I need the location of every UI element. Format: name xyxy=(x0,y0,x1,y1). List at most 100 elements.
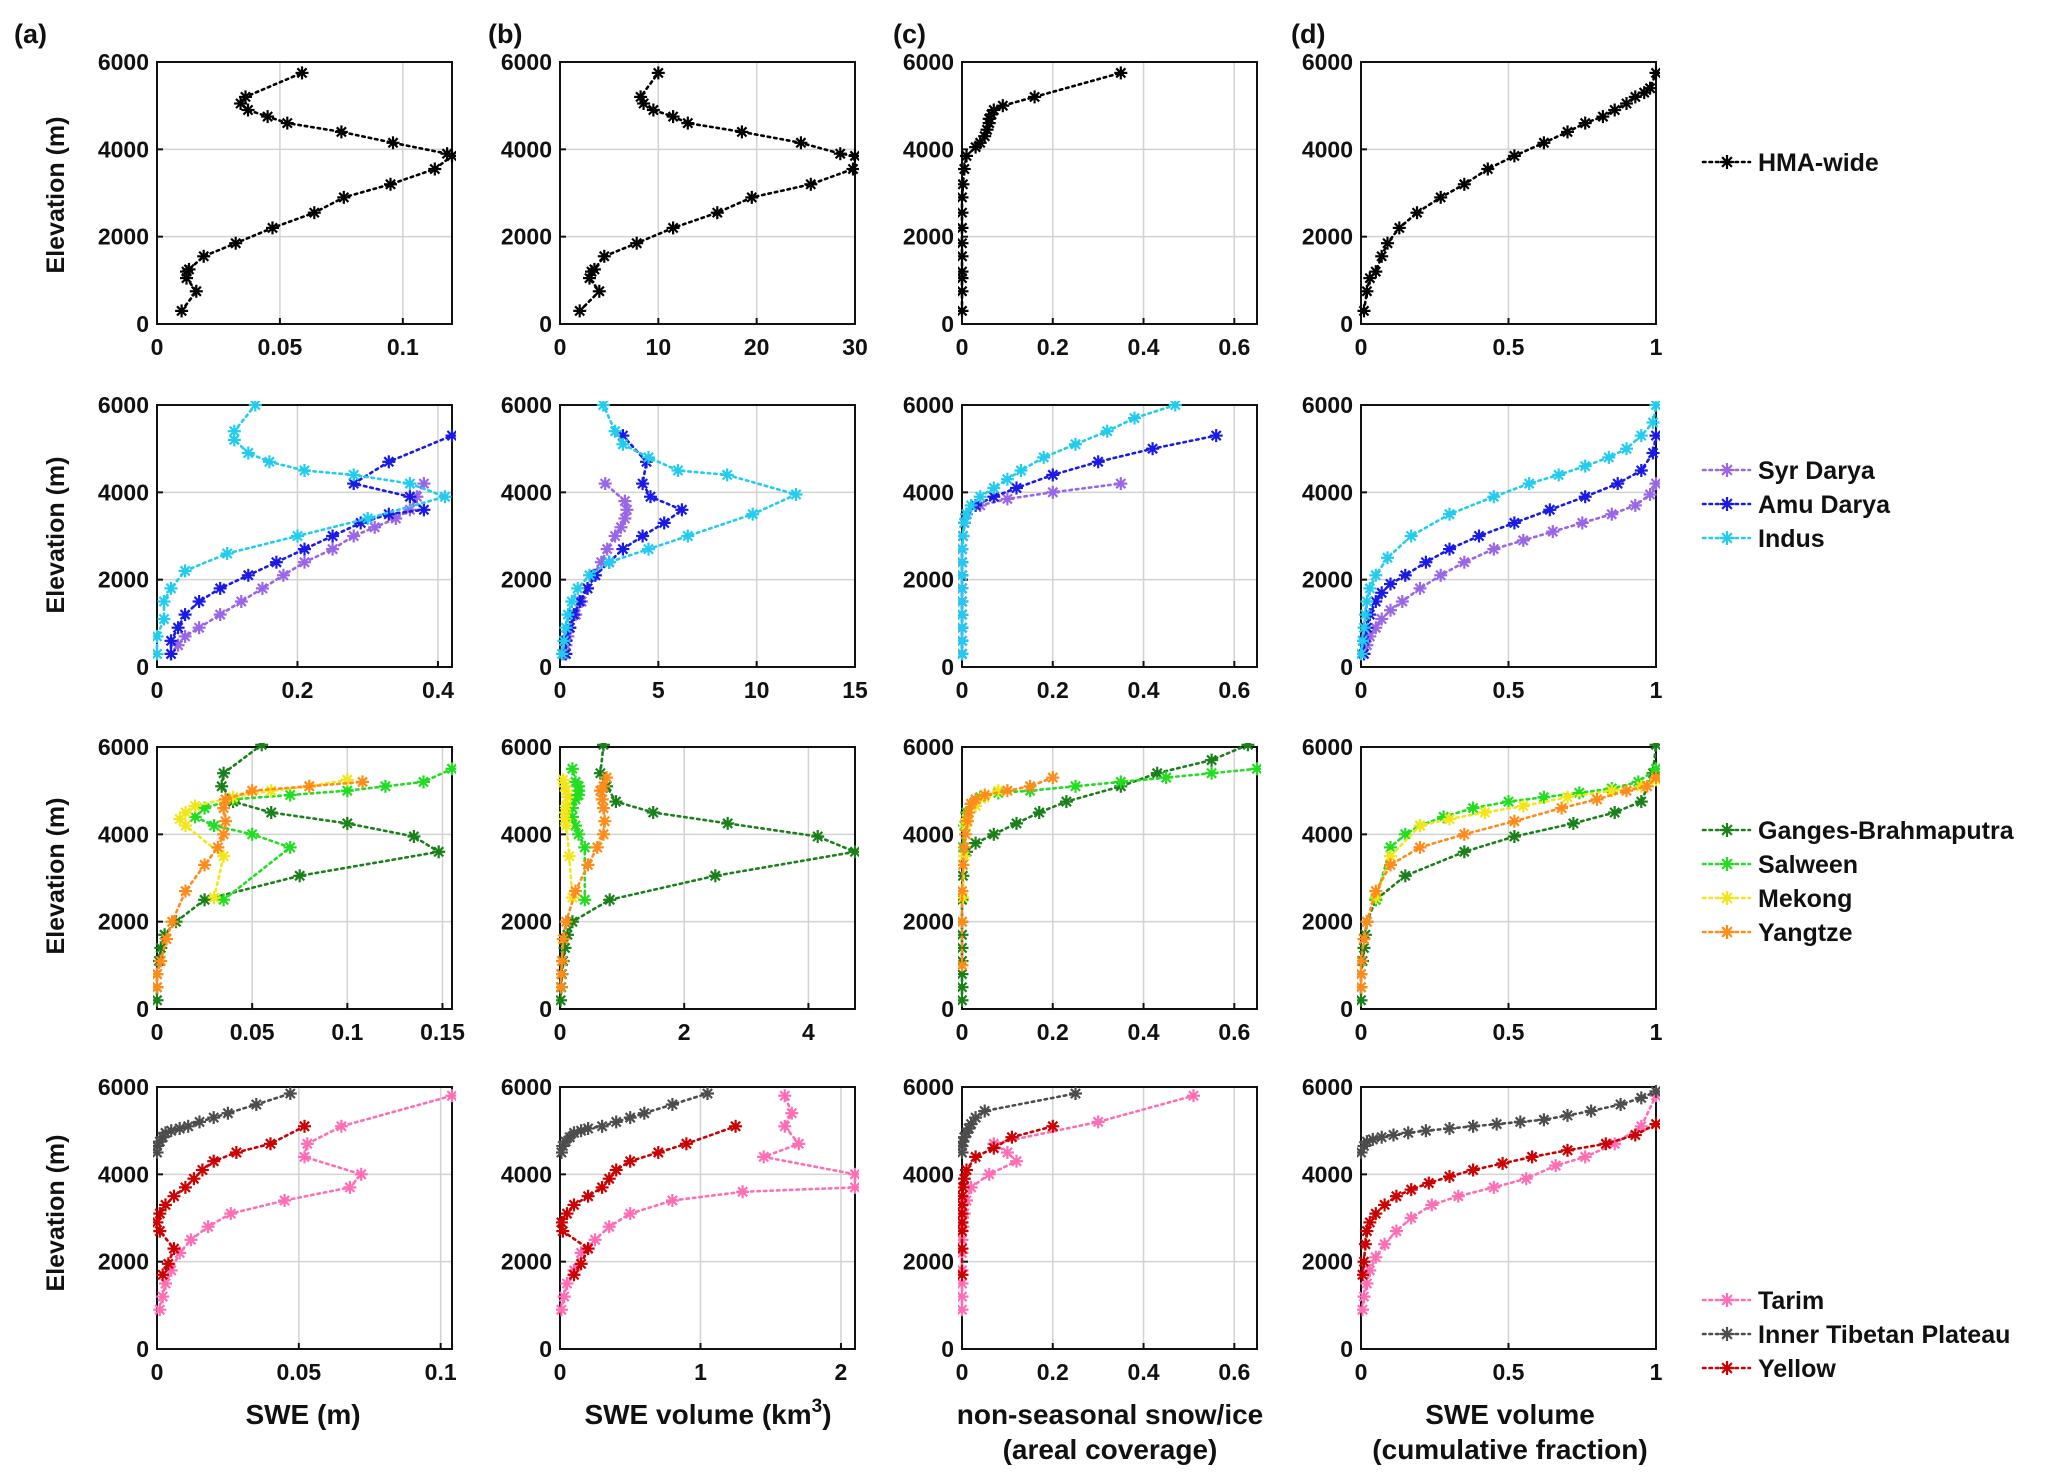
data-point-hma-wide xyxy=(182,262,196,276)
x-tick-label: 0 xyxy=(151,1359,164,1385)
data-point-indus xyxy=(1522,477,1536,491)
data-point-amu-darya xyxy=(178,608,192,622)
y-tick-label: 4000 xyxy=(98,136,149,162)
data-point-indus xyxy=(291,529,304,543)
data-point-yangtze xyxy=(556,980,568,994)
data-point-yangtze xyxy=(600,771,614,785)
data-point-hma-wide xyxy=(1457,177,1471,191)
data-point-tarim xyxy=(298,1150,311,1164)
data-point-yangtze xyxy=(1046,771,1060,785)
data-point-yangtze xyxy=(211,840,225,854)
data-point-hma-wide xyxy=(666,110,680,124)
data-point-syr-darya xyxy=(1413,581,1427,595)
data-point-indus xyxy=(227,424,241,438)
data-point-syr-darya xyxy=(347,529,361,543)
data-point-hma-wide xyxy=(958,236,969,250)
x-tick-label: 1 xyxy=(1650,1359,1663,1385)
y-tick-label: 6000 xyxy=(903,392,954,418)
data-point-indus xyxy=(1404,529,1418,543)
data-point-yellow xyxy=(229,1146,243,1159)
y-tick-label: 0 xyxy=(539,996,552,1022)
data-point-salween xyxy=(1250,762,1261,776)
data-point-ganges-brahmaputra xyxy=(646,806,660,819)
data-point-yellow xyxy=(729,1119,743,1133)
data-point-indus xyxy=(1360,595,1374,608)
data-point-indus xyxy=(1100,424,1114,438)
data-point-tarim xyxy=(156,1290,170,1304)
data-point-yangtze xyxy=(1413,840,1427,854)
data-point-mekong xyxy=(1443,812,1456,826)
data-point-yellow xyxy=(1005,1130,1019,1144)
x-tick-label: 0.6 xyxy=(1218,1359,1250,1385)
data-point-inner-tibetan-plateau xyxy=(283,1087,297,1100)
data-point-hma-wide xyxy=(386,136,400,150)
data-point-hma-wide xyxy=(1649,66,1660,80)
data-point-ganges-brahmaputra xyxy=(721,816,735,830)
data-point-yangtze xyxy=(1357,954,1368,968)
data-point-yangtze xyxy=(556,954,569,968)
panel-label-a: (a) xyxy=(14,19,47,49)
data-point-ganges-brahmaputra xyxy=(264,806,278,819)
legend-label-indus: Indus xyxy=(1758,525,1825,553)
data-point-mekong xyxy=(1478,806,1492,819)
data-point-yangtze xyxy=(1357,967,1368,981)
data-point-yangtze xyxy=(581,858,595,872)
panel-b-row-4: 0 1 2 0 2000 4000 6000 xyxy=(501,1074,859,1385)
data-point-inner-tibetan-plateau xyxy=(1561,1108,1574,1122)
x-tick-label: 10 xyxy=(744,677,770,703)
y-tick-label: 6000 xyxy=(1302,392,1353,418)
data-point-ganges-brahmaputra xyxy=(293,869,307,883)
data-point-yangtze xyxy=(356,775,369,789)
data-point-inner-tibetan-plateau xyxy=(1443,1122,1456,1135)
data-point-indus xyxy=(559,621,573,635)
data-point-indus xyxy=(241,446,255,460)
data-point-tarim xyxy=(665,1194,679,1207)
data-point-yellow xyxy=(958,1215,969,1229)
data-point-syr-darya xyxy=(1628,498,1642,512)
series-group xyxy=(573,66,859,318)
data-point-ganges-brahmaputra xyxy=(558,941,572,955)
data-point-indus xyxy=(671,464,685,477)
data-point-indus xyxy=(361,512,375,525)
y-tick-label: 4000 xyxy=(903,1161,954,1187)
data-point-ganges-brahmaputra xyxy=(1357,993,1368,1007)
data-point-tarim xyxy=(1389,1224,1403,1238)
data-point-inner-tibetan-plateau xyxy=(193,1115,206,1129)
data-point-tarim xyxy=(278,1194,292,1207)
y-tick-label: 0 xyxy=(136,996,149,1022)
data-point-yangtze xyxy=(217,827,231,841)
data-point-indus xyxy=(583,568,596,582)
x-tick-label: 0 xyxy=(956,334,969,360)
data-point-yellow xyxy=(1443,1170,1456,1183)
data-point-ganges-brahmaputra xyxy=(609,795,623,809)
data-point-inner-tibetan-plateau xyxy=(609,1115,623,1129)
x-tick-label: 0.4 xyxy=(1128,1359,1160,1385)
data-point-indus xyxy=(262,455,276,469)
series-line-amu-darya xyxy=(1362,434,1658,656)
data-point-yangtze xyxy=(962,806,976,819)
data-point-indus xyxy=(1443,507,1456,521)
data-point-tarim xyxy=(958,1303,969,1317)
data-point-tarim xyxy=(224,1207,238,1221)
data-point-yellow xyxy=(1422,1176,1436,1190)
data-point-hma-wide xyxy=(1357,304,1371,318)
x-tick-label: 0.2 xyxy=(1037,1359,1069,1385)
y-tick-label: 4000 xyxy=(501,1161,552,1187)
series-group xyxy=(958,1087,1200,1317)
data-point-mekong xyxy=(188,799,202,813)
data-point-inner-tibetan-plateau xyxy=(1490,1117,1504,1131)
data-point-inner-tibetan-plateau xyxy=(1634,1091,1648,1105)
data-point-yellow xyxy=(581,1242,595,1256)
x-tick-label: 0 xyxy=(554,1359,567,1385)
y-tick-label: 6000 xyxy=(98,392,149,418)
data-point-indus xyxy=(958,555,969,569)
data-point-indus xyxy=(958,568,969,582)
data-point-syr-darya xyxy=(608,529,622,543)
x-tick-label: 0.5 xyxy=(1493,334,1525,360)
data-point-amu-darya xyxy=(1398,568,1412,582)
data-point-hma-wide xyxy=(846,162,859,176)
data-point-ganges-brahmaputra xyxy=(432,845,446,859)
data-point-ganges-brahmaputra xyxy=(1032,806,1046,819)
data-point-yangtze xyxy=(960,814,974,828)
